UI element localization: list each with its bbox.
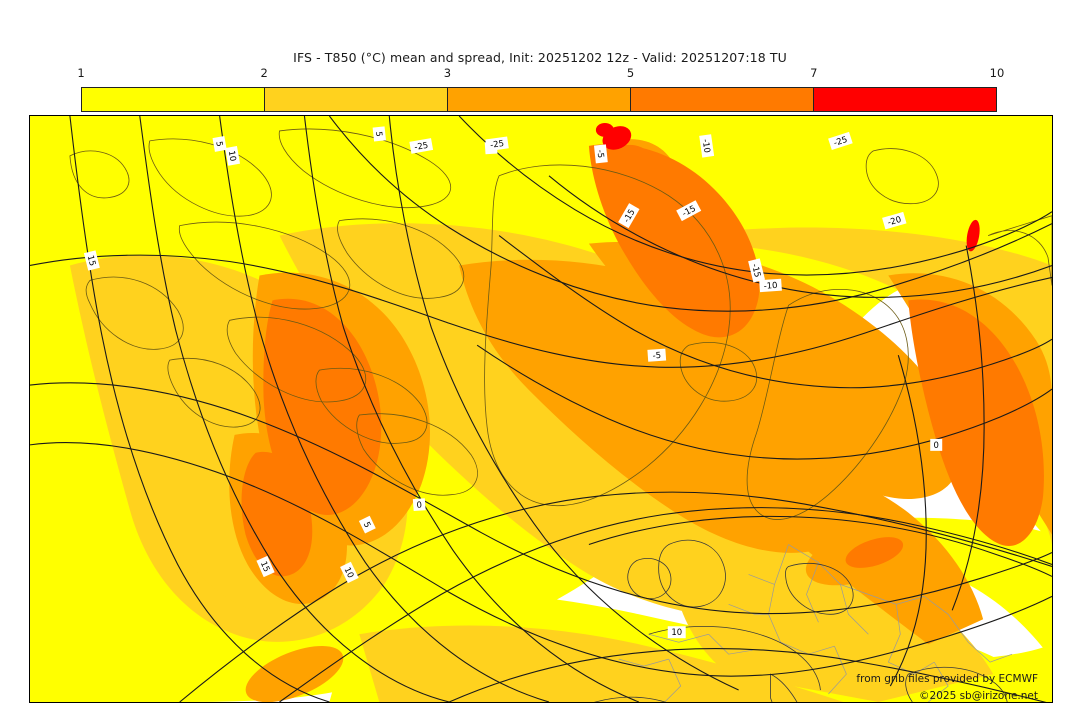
colorbar-tick-4: 7 [810, 66, 818, 80]
svg-text:-20: -20 [886, 214, 902, 227]
colorbar-tick-0: 1 [77, 66, 85, 80]
svg-text:-25: -25 [832, 134, 848, 148]
svg-text:-10: -10 [763, 280, 778, 291]
colorbar-segment-1-2 [82, 88, 265, 111]
colorbar [81, 87, 997, 112]
mean-contours [30, 116, 1052, 702]
colorbar-gradient [81, 87, 997, 112]
colorbar-tick-3: 5 [626, 66, 635, 80]
svg-text:-5: -5 [595, 149, 606, 158]
colorbar-segment-7-10 [814, 88, 996, 111]
colorbar-tick-labels: 1 2 3 5 7 10 [77, 66, 1004, 84]
svg-text:5: 5 [214, 140, 225, 147]
svg-text:10: 10 [343, 565, 357, 579]
svg-text:-15: -15 [750, 263, 763, 279]
svg-text:10: 10 [671, 627, 682, 637]
svg-text:-5: -5 [652, 350, 661, 361]
svg-text:15: 15 [259, 560, 273, 574]
copyright-credit: ©2025 sb@irizone.net [919, 690, 1038, 702]
data-source-credit: from grib files provided by ECMWF [856, 673, 1038, 685]
colorbar-tick-2: 3 [443, 66, 452, 80]
colorbar-tick-1: 2 [260, 66, 268, 80]
colorbar-segment-2-3 [265, 88, 448, 111]
page-title: IFS - T850 (°C) mean and spread, Init: 2… [293, 50, 787, 65]
svg-text:0: 0 [416, 499, 422, 509]
colorbar-segment-3-5 [448, 88, 631, 111]
map-svg: 15 10 5 5 0 [30, 116, 1052, 702]
svg-text:15: 15 [86, 254, 98, 267]
colorbar-segment-5-7 [631, 88, 814, 111]
svg-text:-10: -10 [701, 138, 713, 153]
spread-band-7-10 [595, 122, 980, 252]
contour-labels: 15 10 5 5 0 [83, 126, 943, 639]
svg-text:-25: -25 [490, 138, 505, 150]
svg-text:10: 10 [227, 150, 239, 162]
svg-text:-25: -25 [414, 140, 429, 152]
svg-text:5: 5 [362, 520, 373, 529]
colorbar-tick-5: 10 [989, 66, 1005, 80]
svg-text:0: 0 [934, 440, 939, 450]
svg-text:5: 5 [374, 131, 385, 137]
map-canvas[interactable]: 15 10 5 5 0 [29, 115, 1053, 703]
